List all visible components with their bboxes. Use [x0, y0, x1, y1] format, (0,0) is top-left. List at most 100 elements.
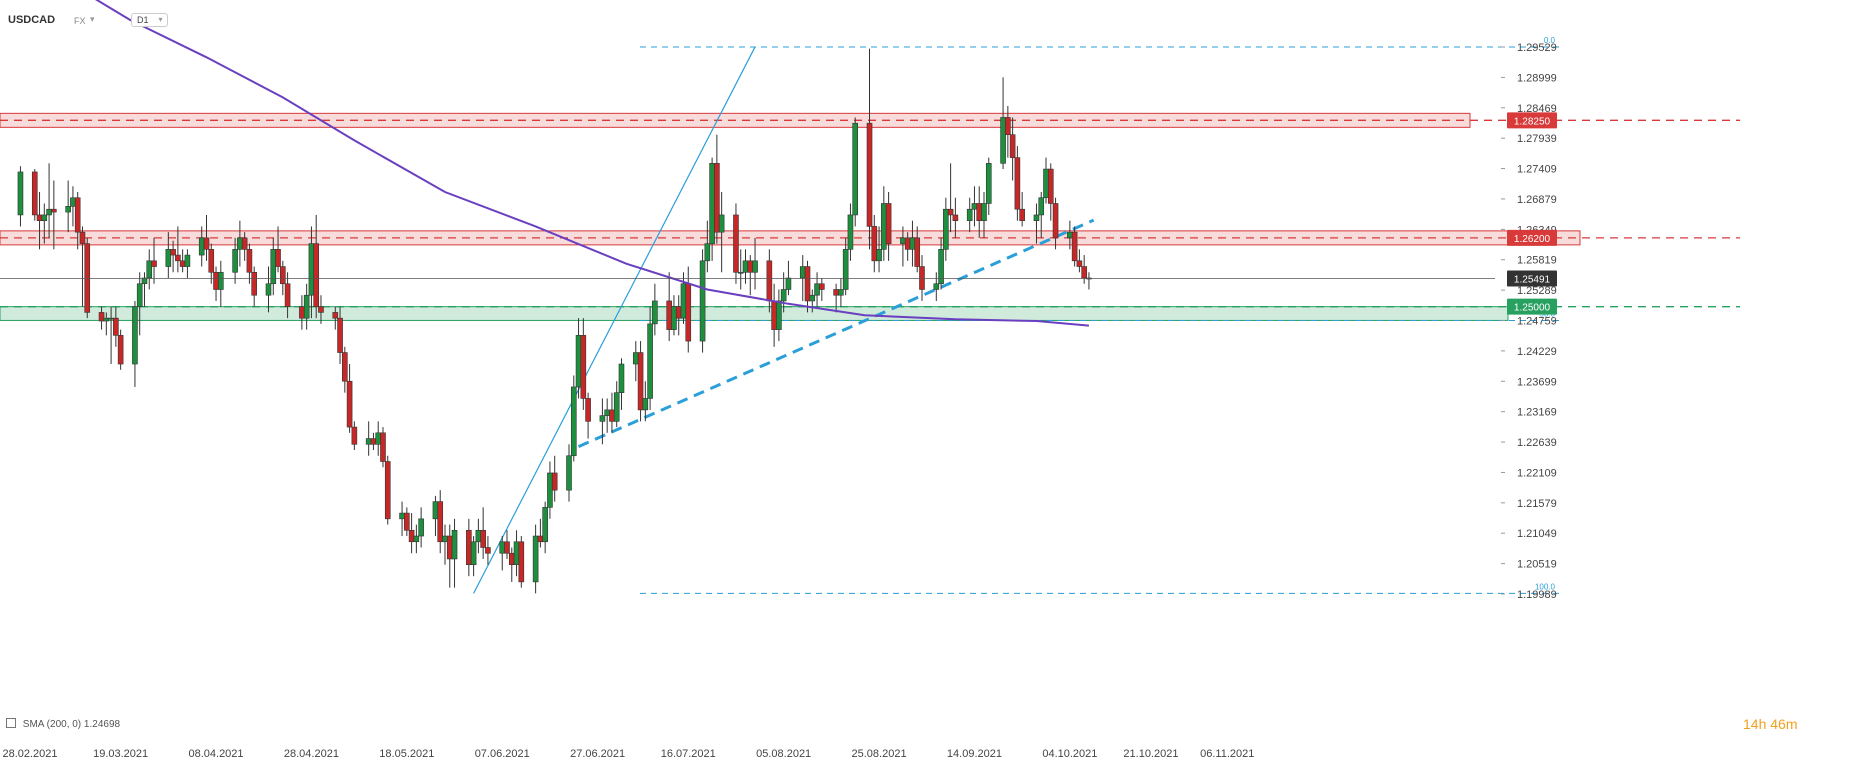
timer-minutes: 46 — [1770, 716, 1786, 732]
candle-body — [776, 300, 782, 330]
candle-body — [752, 260, 758, 273]
candle — [332, 306, 339, 330]
candle-body — [41, 214, 48, 221]
candle-body — [933, 283, 940, 290]
candle — [976, 186, 983, 238]
candle-body — [666, 300, 672, 330]
candle — [475, 518, 482, 554]
x-tick-label: 14.09.2021 — [947, 748, 1002, 760]
y-tick-label: 1.25289 — [1517, 285, 1557, 297]
candle-body — [141, 277, 148, 285]
last-price-label-bg — [1507, 270, 1557, 287]
candle-body — [871, 226, 878, 262]
candle-body — [618, 363, 625, 393]
candle — [342, 346, 348, 393]
x-axis[interactable]: 28.02.2021 19.03.2021 08.04.2021 28.04.2021… — [2, 748, 1254, 760]
candle-body — [704, 243, 711, 262]
candle — [518, 536, 525, 588]
candle-body — [17, 171, 24, 216]
level-price-label: 1.26200 — [1514, 234, 1551, 245]
y-tick-label: 1.23169 — [1517, 407, 1557, 419]
x-tick-label: 27.06.2021 — [570, 748, 625, 760]
candle — [766, 249, 773, 313]
candle-body — [866, 122, 873, 227]
candle — [442, 524, 448, 565]
candle-body — [79, 231, 86, 244]
y-tick-label: 1.24229 — [1517, 346, 1557, 358]
candle-body — [771, 300, 777, 330]
indicator-icon — [6, 718, 16, 728]
candle — [542, 501, 548, 554]
indicator-legend[interactable]: SMA (200, 0) 1.24698 — [6, 718, 120, 730]
candle — [714, 134, 720, 244]
candle — [117, 329, 124, 370]
candle-body — [70, 197, 76, 207]
candle — [1047, 163, 1054, 221]
candle-body — [1019, 208, 1025, 221]
candle-body — [98, 312, 105, 322]
candle — [280, 260, 286, 296]
candle-body — [914, 237, 921, 267]
candle-body — [518, 541, 525, 583]
chevron-down-icon[interactable]: ▾ — [90, 14, 95, 24]
candle-body — [1033, 214, 1040, 221]
candle-body — [1081, 266, 1087, 279]
candle — [1052, 197, 1059, 250]
candle-body — [1052, 203, 1059, 239]
candle-body — [74, 197, 81, 233]
last-price-label: 1.25491 — [1514, 275, 1551, 286]
x-tick-label: 21.10.2021 — [1123, 748, 1178, 760]
candle — [404, 507, 410, 537]
level-price-label-bg — [1507, 298, 1557, 315]
candle — [418, 507, 424, 548]
candle-body — [165, 249, 172, 267]
candle — [704, 220, 711, 273]
candle — [947, 163, 954, 233]
candle — [718, 192, 725, 273]
candle — [852, 117, 859, 227]
candle — [919, 255, 925, 301]
candle — [752, 237, 758, 290]
candle-body — [1076, 260, 1083, 267]
candle-body — [504, 541, 510, 554]
trendlines[interactable] — [473, 46, 1095, 594]
candle — [146, 249, 153, 290]
candle-body — [599, 415, 606, 422]
candle-body — [1071, 231, 1078, 262]
y-axis[interactable]: 1.29529 1.28999 1.28469 1.27939 1.27409 1.268… — [1501, 42, 1557, 601]
symbol-label[interactable]: USDCAD — [8, 14, 56, 26]
candle-body — [900, 237, 906, 244]
timer-minutes-unit: m — [1785, 716, 1798, 732]
candle-body — [570, 386, 577, 457]
candle — [637, 341, 644, 422]
candle — [914, 226, 921, 273]
timeframe-value: D1 — [137, 15, 149, 25]
x-tick-label: 28.02.2021 — [2, 748, 57, 760]
candle — [79, 226, 86, 307]
candle-body — [1047, 168, 1054, 204]
candle — [485, 536, 491, 565]
candle-body — [36, 214, 43, 221]
candle — [351, 421, 358, 451]
candle — [666, 272, 672, 342]
candle — [480, 507, 486, 559]
candle — [1076, 249, 1083, 273]
x-tick-label: 16.07.2021 — [661, 748, 716, 760]
candle-body — [733, 214, 739, 273]
timeframe-select[interactable]: D1 ▾ — [131, 13, 168, 27]
y-tick-label: 1.19989 — [1517, 589, 1557, 601]
candle — [98, 306, 105, 330]
candle — [866, 48, 873, 250]
candle — [270, 237, 277, 296]
candle-body — [909, 237, 916, 250]
trendline-steep-rise — [473, 46, 756, 594]
candle — [985, 157, 992, 215]
candle — [513, 530, 520, 577]
candle-body — [547, 472, 553, 508]
candle — [17, 166, 24, 227]
candle — [41, 203, 48, 244]
candle-body — [466, 529, 472, 566]
candle-body — [151, 260, 157, 267]
candle-body — [499, 541, 506, 554]
